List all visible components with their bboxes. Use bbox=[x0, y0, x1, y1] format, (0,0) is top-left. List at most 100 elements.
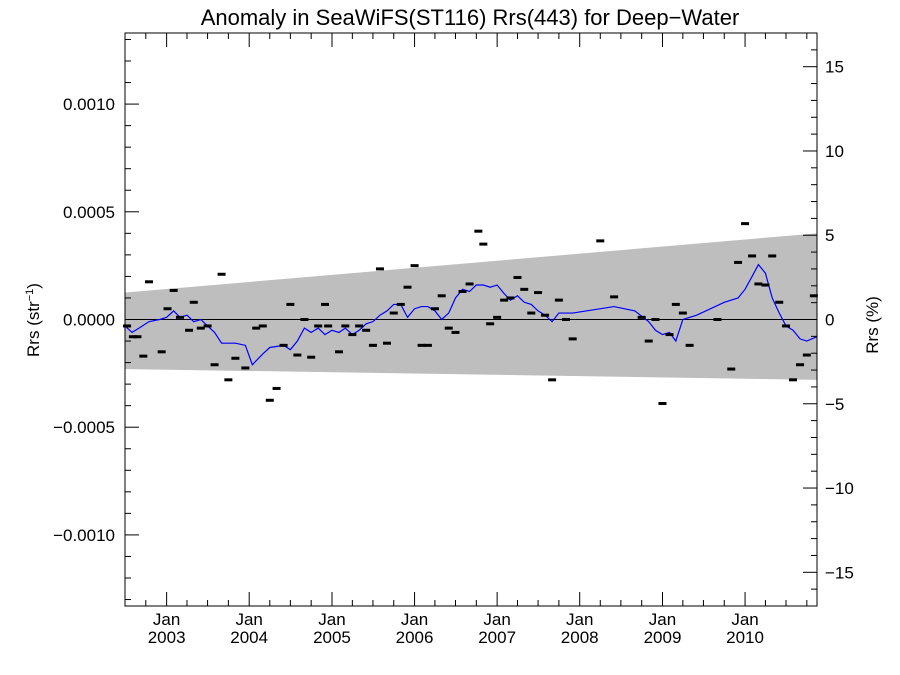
x-tick-label-year: 2008 bbox=[561, 628, 599, 647]
x-tick-label-year: 2005 bbox=[313, 628, 351, 647]
data-point bbox=[139, 354, 148, 358]
y-tick-label-left: −0.0005 bbox=[53, 418, 115, 437]
data-point bbox=[341, 324, 350, 328]
data-point bbox=[802, 353, 811, 357]
data-point bbox=[479, 242, 488, 246]
data-point bbox=[133, 335, 142, 339]
y-tick-label-right: 15 bbox=[825, 58, 844, 77]
data-point bbox=[252, 326, 261, 330]
x-tick-label-year: 2006 bbox=[396, 628, 434, 647]
data-point bbox=[541, 313, 550, 317]
data-point bbox=[451, 330, 460, 334]
x-tick-label-month: Jan bbox=[731, 610, 758, 629]
data-point bbox=[430, 307, 439, 311]
chart-title: Anomaly in SeaWiFS(ST116) Rrs(443) for D… bbox=[201, 5, 740, 30]
data-point bbox=[671, 302, 680, 306]
data-point bbox=[493, 315, 502, 319]
data-point bbox=[500, 298, 509, 302]
data-point bbox=[185, 328, 194, 332]
x-tick-label-month: Jan bbox=[401, 610, 428, 629]
data-point bbox=[355, 324, 364, 328]
y-axis-left-title: Rrs (str−1) bbox=[24, 283, 43, 357]
data-point bbox=[335, 350, 343, 354]
data-point bbox=[761, 283, 770, 287]
data-point bbox=[474, 229, 483, 233]
y-tick-label-right: 0 bbox=[825, 311, 834, 330]
x-tick-label-month: Jan bbox=[649, 610, 676, 629]
data-point bbox=[423, 343, 432, 347]
data-point bbox=[324, 324, 333, 328]
data-point bbox=[293, 353, 302, 357]
data-point bbox=[417, 343, 426, 347]
data-point bbox=[458, 290, 467, 293]
data-point bbox=[734, 260, 743, 264]
data-point bbox=[534, 291, 543, 295]
data-point bbox=[658, 402, 667, 406]
data-point bbox=[258, 324, 267, 328]
data-point bbox=[382, 341, 391, 345]
data-point bbox=[189, 300, 198, 304]
data-point bbox=[444, 326, 453, 330]
data-point bbox=[513, 275, 522, 279]
data-point bbox=[665, 333, 674, 337]
y-tick-label-left: −0.0010 bbox=[53, 526, 115, 545]
data-point bbox=[217, 272, 226, 276]
uncertainty-band bbox=[125, 233, 817, 380]
data-point bbox=[754, 282, 763, 286]
data-point bbox=[809, 294, 818, 298]
data-point bbox=[362, 328, 371, 332]
x-tick-label-month: Jan bbox=[235, 610, 262, 629]
data-point bbox=[169, 288, 178, 292]
data-point bbox=[314, 324, 323, 328]
data-point bbox=[265, 398, 274, 402]
data-point bbox=[163, 307, 172, 311]
data-point bbox=[272, 386, 281, 390]
data-point bbox=[389, 311, 398, 315]
plot-area: 0.0010 0.0005 0.0000 −0.0005 −0.0010 15 10 5 0 −5… bbox=[53, 32, 854, 647]
y-tick-label-left: 0.0000 bbox=[63, 311, 115, 330]
data-point bbox=[651, 318, 660, 321]
data-point bbox=[644, 339, 653, 343]
x-tick-label-month: Jan bbox=[566, 610, 593, 629]
data-point bbox=[748, 254, 757, 258]
y-tick-label-right: 10 bbox=[825, 142, 844, 161]
y-axis-right-title: Rrs (%) bbox=[863, 296, 882, 354]
data-point bbox=[196, 326, 205, 330]
data-point bbox=[713, 318, 722, 321]
data-point bbox=[637, 315, 646, 319]
data-point bbox=[123, 324, 132, 328]
x-tick-label-month: Jan bbox=[318, 610, 345, 629]
data-point bbox=[175, 315, 184, 319]
data-point bbox=[548, 378, 557, 382]
data-point bbox=[520, 287, 529, 291]
x-tick-label-month: Jan bbox=[483, 610, 510, 629]
data-point bbox=[506, 296, 515, 300]
data-point bbox=[403, 285, 412, 289]
x-tick-label-year: 2010 bbox=[726, 628, 764, 647]
running-mean-line bbox=[124, 263, 818, 366]
data-point bbox=[741, 222, 750, 226]
data-point bbox=[307, 355, 316, 359]
y-tick-label-right: −5 bbox=[825, 395, 844, 414]
data-point bbox=[685, 343, 694, 347]
data-point bbox=[796, 363, 805, 367]
x-tick-label-year: 2004 bbox=[230, 628, 268, 647]
data-point bbox=[727, 367, 736, 371]
data-point bbox=[396, 302, 405, 306]
y-tick-label-right: −10 bbox=[825, 479, 854, 498]
data-point bbox=[375, 267, 384, 271]
data-point bbox=[224, 378, 233, 382]
data-point bbox=[610, 295, 619, 299]
data-point bbox=[279, 343, 288, 347]
data-point bbox=[789, 378, 798, 382]
data-point bbox=[210, 363, 219, 367]
data-point bbox=[231, 356, 240, 360]
y-tick-label-left: 0.0005 bbox=[63, 203, 115, 222]
data-point bbox=[203, 324, 212, 328]
data-point bbox=[678, 311, 687, 315]
data-point bbox=[554, 298, 563, 302]
y-tick-label-right: −15 bbox=[825, 563, 854, 582]
data-point bbox=[128, 335, 137, 339]
data-point bbox=[568, 337, 577, 341]
